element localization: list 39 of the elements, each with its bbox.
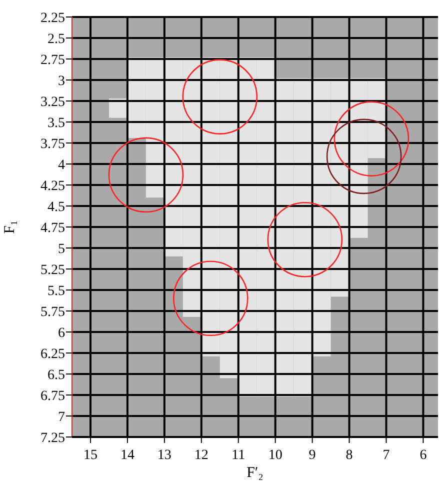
x-tick-label: 7: [382, 448, 390, 463]
x-tick-label: 8: [346, 448, 353, 463]
x-tick-label: 13: [157, 448, 172, 463]
y-tick-label: 4.25: [40, 178, 65, 194]
y-tick-label: 4.5: [48, 200, 65, 215]
x-tick-label: 12: [194, 448, 208, 463]
x-tick-label: 10: [268, 448, 282, 463]
x-tick-label: 14: [120, 448, 134, 463]
point: [172, 260, 248, 336]
x-axis-title: F′₂: [246, 465, 264, 481]
y-tick-label: 2.75: [40, 52, 65, 68]
y-tick-label: 7: [58, 410, 65, 425]
y-tick-label: 4.75: [40, 220, 65, 236]
y-axis-title: F₁: [2, 220, 18, 234]
point: [326, 118, 402, 194]
y-tick-label: 3.5: [48, 116, 65, 131]
y-tick-label: 6.5: [48, 368, 65, 383]
x-tick-label: 6: [420, 448, 427, 463]
y-tick-label: 7.25: [40, 430, 65, 446]
x-tick-label: 15: [83, 448, 98, 463]
point: [182, 59, 258, 134]
y-tick-label: 6.25: [40, 346, 65, 362]
y-tick-label: 5.5: [48, 284, 65, 299]
x-tick-label: 11: [232, 448, 246, 463]
y-tick-label: 5.25: [40, 262, 65, 278]
point: [267, 202, 343, 278]
y-tick-label: 5: [58, 242, 65, 257]
x-tick-label: 9: [308, 448, 316, 463]
y-tick-label: 4: [58, 158, 65, 173]
y-tick-label: 3.75: [40, 136, 65, 152]
point: [334, 101, 410, 176]
y-tick-label: 6.75: [40, 388, 65, 404]
y-tick-label: 3.25: [40, 94, 65, 110]
y-tick-label: 2.5: [48, 32, 65, 47]
y-tick-label: 6: [58, 326, 65, 341]
y-tick-label: 3: [58, 74, 65, 89]
point: [108, 137, 184, 213]
y-tick-label: 5.75: [40, 304, 65, 320]
y-tick-label: 2.25: [40, 10, 65, 26]
